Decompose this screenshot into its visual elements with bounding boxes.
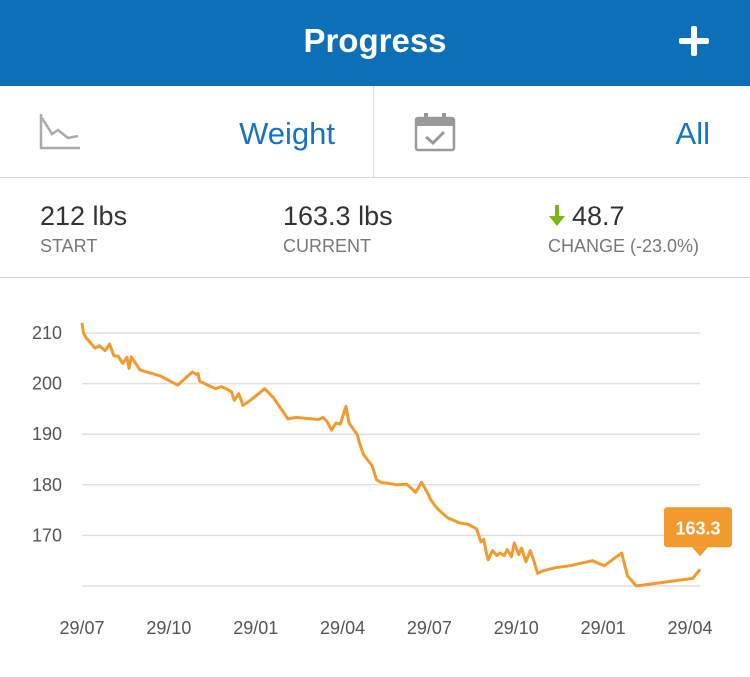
start-value: 212 lbs [40,201,128,231]
x-tick-label: 29/10 [494,618,539,638]
x-tick-label: 29/04 [667,618,712,638]
y-tick-label: 190 [32,424,62,444]
calendar-check-icon [414,112,456,157]
x-tick-label: 29/10 [146,618,191,638]
y-tick-label: 170 [32,525,62,545]
x-tick-label: 29/04 [320,618,365,638]
current-value: 163.3 lbs [283,201,393,231]
x-tick-label: 29/01 [581,618,626,638]
weight-chart-svg: 170 180 190 200 210 29/07 29/10 29/01 29/04 29/07… [32,322,732,638]
x-tick-label: 29/01 [233,618,278,638]
metric-selector-label: Weight [239,116,335,151]
current-caption: CURRENT [283,236,371,256]
x-tick-label: 29/07 [407,618,452,638]
range-selector-label: All [675,116,710,151]
stat-change: 48.7 CHANGE (-23.0%) [548,200,699,257]
arrow-down-icon [549,205,565,226]
value-callout [664,507,732,548]
top-bar: Progress [0,0,750,86]
change-value: 48.7 [572,201,625,231]
value-callout-pointer [692,547,708,557]
page-title: Progress [303,22,447,59]
y-tick-label: 210 [32,323,62,343]
stat-current: 163.3 lbs CURRENT [283,200,393,257]
change-caption: CHANGE (-23.0%) [548,236,700,256]
y-tick-label: 200 [32,374,62,394]
line-chart-icon [38,112,82,157]
selector-bar: Weight All [0,86,750,178]
stat-start: 212 lbs START [40,200,127,257]
metric-selector[interactable]: Weight [0,86,374,177]
range-selector[interactable]: All [374,86,750,177]
y-tick-label: 180 [32,475,62,495]
plus-icon[interactable] [672,20,714,62]
weight-line [80,322,702,588]
stats-row: 212 lbs START 163.3 lbs CURRENT 48.7 CHA… [0,178,750,278]
value-callout-label: 163.3 [675,518,720,538]
start-caption: START [40,236,98,256]
weight-chart: 170 180 190 200 210 29/07 29/10 29/01 29/04 29/07… [0,278,750,677]
x-tick-label: 29/07 [59,618,104,638]
